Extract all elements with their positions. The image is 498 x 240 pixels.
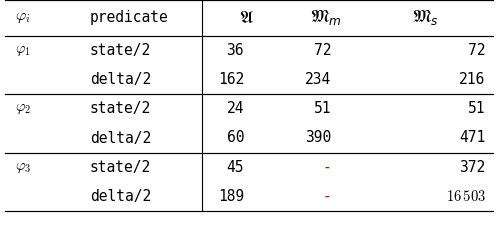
- Text: delta/2: delta/2: [90, 189, 151, 204]
- Text: -: -: [322, 160, 331, 175]
- Text: 189: 189: [218, 189, 244, 204]
- Text: -: -: [322, 189, 331, 204]
- Text: 216: 216: [459, 72, 486, 87]
- Text: 51: 51: [468, 101, 486, 116]
- Text: delta/2: delta/2: [90, 131, 151, 145]
- Text: $16\,503$: $16\,503$: [446, 189, 486, 204]
- Text: $\varphi_2$: $\varphi_2$: [15, 101, 31, 116]
- Text: state/2: state/2: [90, 160, 151, 175]
- Text: $\mathfrak{M}_s$: $\mathfrak{M}_s$: [412, 8, 439, 27]
- Text: 60: 60: [227, 131, 244, 145]
- Text: 36: 36: [227, 43, 244, 58]
- Text: $\mathfrak{A}$: $\mathfrak{A}$: [239, 9, 254, 27]
- Text: 72: 72: [468, 43, 486, 58]
- Text: $\varphi_3$: $\varphi_3$: [15, 160, 31, 175]
- Text: state/2: state/2: [90, 101, 151, 116]
- Text: 162: 162: [218, 72, 244, 87]
- Text: 471: 471: [459, 131, 486, 145]
- Text: 45: 45: [227, 160, 244, 175]
- Text: 51: 51: [314, 101, 331, 116]
- Text: 72: 72: [314, 43, 331, 58]
- Text: $\varphi_i$: $\varphi_i$: [15, 10, 31, 25]
- Text: $\varphi_1$: $\varphi_1$: [15, 43, 31, 58]
- Text: predicate: predicate: [90, 10, 168, 25]
- Text: 24: 24: [227, 101, 244, 116]
- Text: delta/2: delta/2: [90, 72, 151, 87]
- Text: state/2: state/2: [90, 43, 151, 58]
- Text: $\mathfrak{M}_m$: $\mathfrak{M}_m$: [310, 8, 342, 27]
- Text: 372: 372: [459, 160, 486, 175]
- Text: 390: 390: [305, 131, 331, 145]
- Text: 234: 234: [305, 72, 331, 87]
